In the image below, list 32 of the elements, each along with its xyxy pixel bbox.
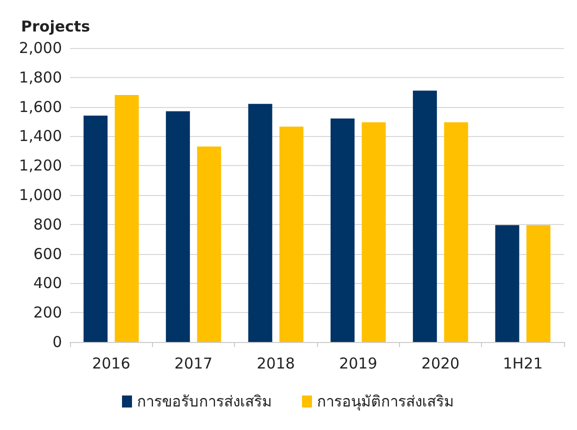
x-tick-label: 1H21	[502, 354, 543, 372]
bar	[166, 111, 190, 342]
bar	[495, 225, 520, 342]
bar	[526, 225, 550, 342]
bar	[197, 146, 222, 342]
bar	[279, 126, 304, 342]
y-tick-label: 1,800	[19, 68, 62, 86]
bar	[84, 116, 108, 342]
bar	[114, 95, 139, 342]
bar	[444, 122, 468, 342]
x-tick-label: 2016	[92, 354, 130, 372]
y-tick-label: 600	[33, 244, 62, 263]
y-tick-label: 2,000	[19, 39, 62, 57]
legend-label: การขอรับการส่งเสริม	[137, 392, 272, 410]
y-tick-label: 1,000	[19, 186, 62, 204]
bar	[412, 90, 437, 342]
x-tick-label: 2020	[421, 354, 460, 372]
y-tick-label: 1,200	[19, 156, 62, 175]
y-tick-label: 1,400	[19, 127, 62, 146]
y-tick-label: 1,600	[19, 98, 62, 116]
y-tick-label: 0	[52, 333, 62, 351]
y-tick-label: 800	[33, 215, 62, 234]
x-tick-label: 2018	[256, 354, 295, 372]
bar	[362, 122, 386, 342]
bar	[330, 118, 355, 342]
x-tick-label: 2019	[339, 354, 378, 372]
y-axis-title: Projects	[21, 18, 90, 36]
y-tick-label: 400	[33, 274, 62, 292]
x-tick-label: 2017	[174, 354, 213, 372]
bar	[248, 104, 272, 342]
legend-label: การอนุมัติการส่งเสริม	[317, 392, 454, 412]
y-tick-label: 200	[33, 304, 62, 322]
